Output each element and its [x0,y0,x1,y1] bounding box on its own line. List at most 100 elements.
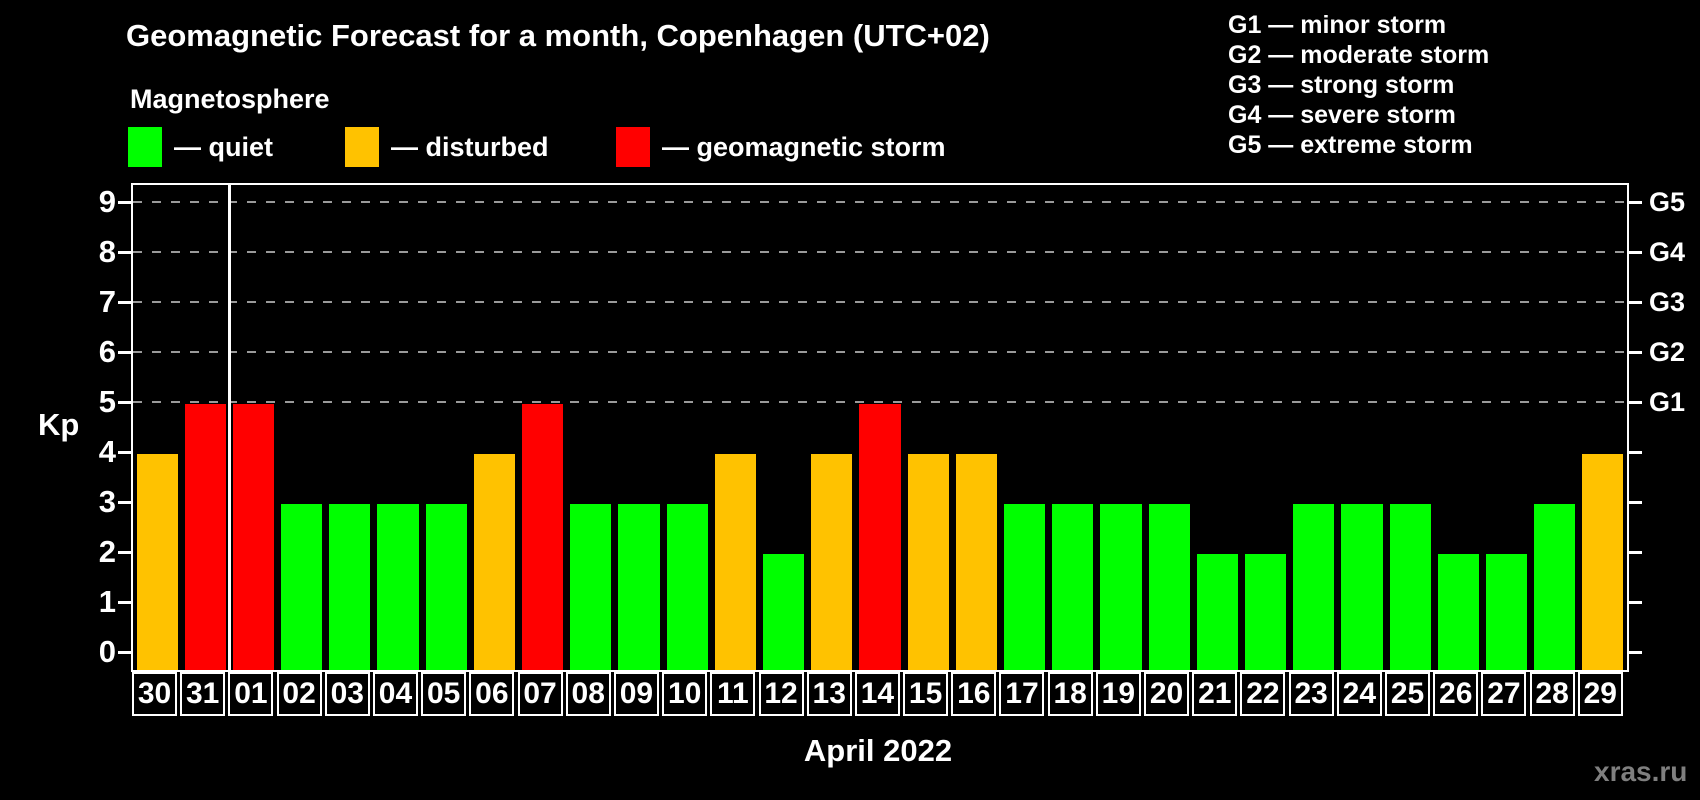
x-tick-label-12: 12 [758,672,804,716]
y-tick-right-8 [1629,251,1642,254]
y-tick-left-9 [118,201,131,204]
bar-day-25 [1389,504,1431,670]
legend-item-storm: — geomagnetic storm [616,126,946,168]
disturbed-color-swatch [345,127,379,167]
bar-day-16 [955,454,997,670]
y-tick-label-4: 4 [98,434,116,469]
y-tick-right-2 [1629,551,1642,554]
y-tick-label-6: 6 [98,334,116,369]
gridline-kp-9 [133,201,1627,203]
y-tick-label-8: 8 [98,234,116,269]
bar-day-09 [618,504,660,670]
y-tick-label-3: 3 [98,484,116,519]
g-legend-line-5: G5 — extreme storm [1228,131,1473,159]
x-tick-label-30: 30 [132,672,177,716]
x-tick-label-31: 31 [180,672,226,716]
legend-label: — quiet [174,131,273,162]
x-tick-label-26: 26 [1433,672,1479,716]
y-tick-right-4 [1629,451,1642,454]
magnetosphere-subtitle: Magnetosphere [130,84,330,114]
y-tick-left-0 [118,651,131,654]
g-legend-line-3: G3 — strong storm [1228,71,1455,99]
bar-day-22 [1244,554,1287,670]
g-legend-line-2: G2 — moderate storm [1228,41,1490,69]
bar-day-04 [377,504,419,670]
right-axis-label-G2: G2 [1649,337,1686,367]
x-tick-label-29: 29 [1577,672,1623,716]
x-tick-label-08: 08 [565,672,611,716]
legend-item-quiet: — quiet [128,126,273,168]
x-tick-label-09: 09 [613,672,659,716]
bar-day-24 [1341,504,1383,670]
y-tick-left-7 [118,301,131,304]
bar-day-03 [329,504,371,670]
bar-day-27 [1485,554,1528,670]
bar-day-02 [281,504,323,670]
y-tick-left-3 [118,501,131,504]
y-tick-label-5: 5 [98,384,116,419]
bar-day-01 [232,404,275,670]
bar-day-11 [714,454,756,670]
y-tick-left-6 [118,351,131,354]
month-separator [227,185,231,670]
page-title: Geomagnetic Forecast for a month, Copenh… [126,18,990,53]
g-scale-legend: G1 — minor storm G2 — moderate storm G3 — … [1228,10,1489,160]
y-tick-label-0: 0 [98,634,116,669]
y-tick-right-6 [1629,351,1642,354]
y-tick-left-8 [118,251,131,254]
right-axis-label-G3: G3 [1649,287,1686,317]
bar-day-17 [1003,504,1046,670]
gridline-kp-5 [133,401,1627,403]
x-tick-label-13: 13 [806,672,852,716]
x-tick-label-10: 10 [662,672,708,716]
x-tick-label-14: 14 [854,672,900,716]
bar-day-08 [570,504,612,670]
x-tick-label-22: 22 [1240,672,1286,716]
y-tick-right-1 [1629,601,1642,604]
x-tick-label-23: 23 [1288,672,1334,716]
x-tick-label-18: 18 [1047,672,1093,716]
x-tick-label-06: 06 [469,672,515,716]
y-tick-label-1: 1 [98,584,116,619]
y-tick-label-9: 9 [98,184,116,219]
legend-item-disturbed: — disturbed [345,126,549,168]
x-tick-label-04: 04 [372,672,418,716]
x-tick-label-11: 11 [710,672,756,716]
x-axis-title: April 2022 [803,733,953,768]
y-tick-label-7: 7 [98,284,116,319]
x-tick-label-27: 27 [1481,672,1527,716]
x-tick-label-21: 21 [1192,672,1238,716]
bar-day-26 [1437,554,1479,670]
y-tick-right-0 [1629,651,1642,654]
x-tick-label-07: 07 [517,672,563,716]
x-tick-label-16: 16 [951,672,997,716]
bar-day-23 [1293,504,1335,670]
x-tick-label-24: 24 [1336,672,1382,716]
y-tick-right-9 [1629,201,1642,204]
watermark: xras.ru [1594,756,1688,787]
bar-day-14 [859,404,901,670]
storm-color-swatch [616,127,650,167]
plot-area: Kp 0 1 2 3 4 5 6 7 8 9 G1 G2 G3 G4 G5 [38,183,1685,672]
gridline-kp-8 [133,251,1627,253]
y-tick-left-2 [118,551,131,554]
legend-label: — geomagnetic storm [662,131,946,162]
x-tick-label-05: 05 [421,672,467,716]
y-tick-left-1 [118,601,131,604]
gridline-kp-6 [133,351,1627,353]
x-tick-label-03: 03 [324,672,370,716]
right-axis-label-G5: G5 [1649,187,1686,217]
bar-day-13 [811,454,853,670]
bar-day-30 [136,454,178,670]
x-tick-label-15: 15 [903,672,949,716]
bar-day-15 [907,454,949,670]
y-tick-left-5 [118,401,131,404]
bar-day-28 [1534,504,1576,670]
bar-day-10 [666,504,708,670]
bar-day-29 [1582,454,1624,670]
g-legend-line-1: G1 — minor storm [1228,11,1447,39]
x-tick-label-19: 19 [1095,672,1141,716]
quiet-color-swatch [128,127,162,167]
right-axis-label-G4: G4 [1649,237,1686,267]
